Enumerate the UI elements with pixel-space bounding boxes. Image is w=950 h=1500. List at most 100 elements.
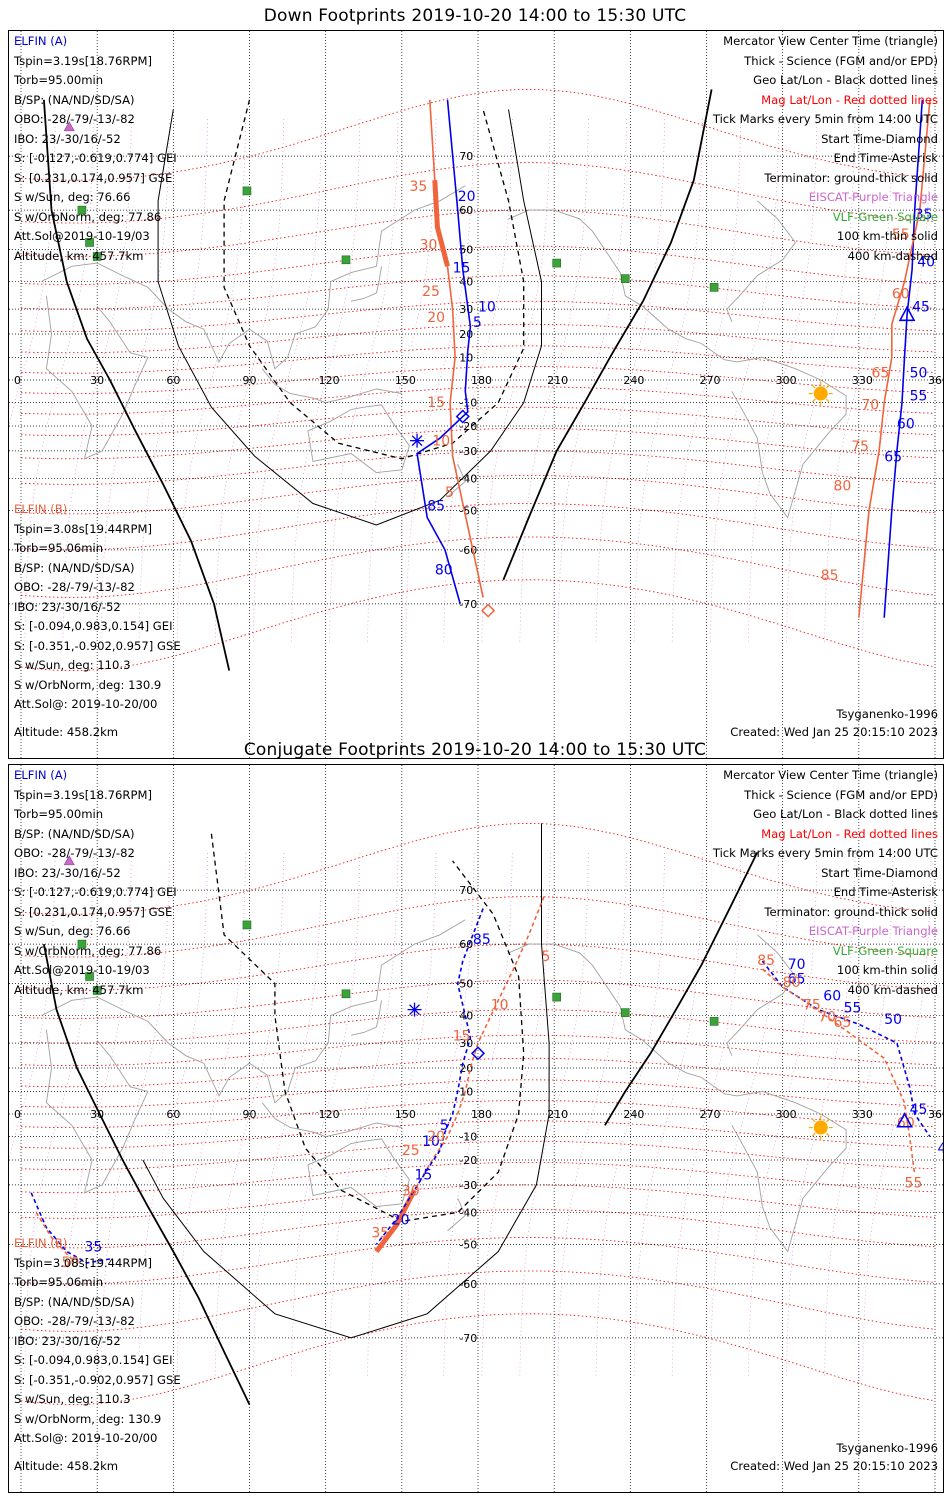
elfin-b-track [429, 99, 484, 598]
elfin-a-line: S: [-0.127,-0.619,0.774] GEI [14, 885, 177, 899]
elfin-b-line: B/SP: (NA/ND/SD/SA) [14, 1294, 135, 1309]
lat-tick-label: -30 [459, 445, 477, 458]
lat-tick-label: 10 [459, 351, 473, 364]
vlf-station-marker [92, 252, 102, 261]
lon-tick-label: 120 [319, 374, 340, 387]
elfin-b-tick-label: 25 [422, 284, 440, 300]
elfin-a-tick-label: 15 [453, 261, 471, 277]
coastline [508, 943, 738, 1097]
elfin-b-tick-label: 5 [541, 949, 550, 965]
elfin-a-tick-label: 85 [473, 932, 491, 948]
mag-longitude-line [405, 852, 475, 1376]
lon-tick-label: 270 [700, 374, 721, 387]
mag-latitude-line [20, 406, 936, 437]
lon-tick-label: 90 [243, 374, 257, 387]
terminator-ground [604, 852, 759, 1126]
elfin-a-line: Altitude, km: 457.7km [14, 248, 144, 263]
coastline [41, 185, 466, 370]
mag-latitude-line [20, 366, 936, 394]
lat-tick-label: -50 [459, 504, 477, 517]
legend-item: VLF-Green Square [832, 943, 938, 958]
lon-tick-label: 0 [14, 1108, 21, 1121]
legend-item: VLF-Green Square [832, 209, 938, 224]
elfin-a-tick-label: 50 [910, 366, 928, 382]
sun-ray [825, 398, 830, 403]
mag-latitude-line [20, 1140, 936, 1171]
legend-item: Geo Lat/Lon - Black dotted lines [753, 807, 938, 821]
elfin-b-line: Att.Sol@: 2019-10-20/00 [14, 1431, 158, 1445]
elfin-a-tick-label: 5 [440, 1118, 449, 1134]
terminator-400km [223, 99, 525, 460]
elfin-b-track [375, 896, 545, 1252]
sun-ray [811, 398, 816, 403]
vlf-station-marker [242, 186, 252, 196]
vlf-station-marker [341, 255, 351, 265]
elfin-a-info-down: ELFIN (A) Tspin=3.19s[18.76RPM] Torb=95.… [14, 32, 177, 266]
mag-longitude-line [633, 118, 704, 642]
elfin-b-tick-label: 80 [833, 479, 851, 495]
elfin-a-line: S: [-0.127,-0.619,0.774] GEI [14, 151, 177, 165]
lon-tick-label: 240 [623, 374, 644, 387]
lat-tick-label: -70 [459, 598, 477, 611]
elfin-b-line: IBO: 23/-30/16/-52 [14, 1333, 121, 1348]
elfin-a-line: B/SP: (NA/ND/SD/SA) [14, 92, 135, 107]
elfin-b-tick-label: 70 [861, 398, 879, 414]
elfin-b-track [761, 968, 916, 1175]
elfin-b-header: ELFIN (B) [14, 1236, 68, 1250]
map-panel-conjugate: 0 30 60 90 120 150 180 210 240 270 300 330 360 70 60 50… [8, 764, 944, 1493]
elfin-b-tick-label: 35 [409, 179, 427, 195]
vlf-station-marker [341, 989, 351, 999]
mag-latitude-line [20, 943, 936, 991]
mag-longitude-line [633, 852, 704, 1376]
mag-latitude-line [20, 209, 936, 257]
coastline [261, 1102, 402, 1138]
map-panel-down: 0 30 60 90 120 150 180 210 240 270 300 330 360 70 60 50… [8, 30, 944, 759]
terminator-ground [43, 943, 251, 1405]
lat-tick-label: 30 [459, 303, 473, 316]
legend-item: Thick - Science (FGM and/or EPD) [744, 53, 938, 68]
terminator-400km [210, 833, 525, 1223]
elfin-b-line: Torb=95.06min [14, 541, 104, 555]
coastline [45, 1029, 149, 1194]
sun-ray [811, 1132, 816, 1137]
lat-tick-label: -20 [459, 1154, 477, 1167]
mag-longitude-line [405, 118, 475, 642]
center-time-triangle [896, 1112, 913, 1128]
lon-tick-label: 300 [776, 374, 797, 387]
lon-tick-label: 150 [395, 374, 416, 387]
elfin-a-line: Torb=95.00min [14, 73, 104, 87]
elfin-b-line: S: [-0.351,-0.902,0.957] GSE [14, 1372, 181, 1387]
elfin-a-info-conjugate: ELFIN (A) Tspin=3.19s[18.76RPM] Torb=95.… [14, 766, 177, 1000]
lat-tick-label: 10 [459, 1085, 473, 1098]
legend-item: 100 km-thin solid [836, 229, 938, 243]
sun-icon [813, 1120, 828, 1135]
lon-tick-label: 210 [547, 374, 568, 387]
elfin-b-science-segment [374, 1188, 417, 1254]
lon-tick-label: 180 [471, 374, 492, 387]
legend-item: 400 km-dashed [847, 982, 938, 997]
elfin-b-line: Tspin=3.08s[19.44RPM] [14, 1255, 152, 1270]
elfin-b-tick-label: 55 [892, 227, 910, 243]
legend-item: Mercator View Center Time (triangle) [723, 768, 938, 782]
lat-tick-label: 70 [459, 884, 473, 897]
vlf-station-marker [552, 258, 562, 268]
elfin-b-tick-label: 65 [872, 366, 890, 382]
legend-item: Start Time-Diamond [821, 865, 938, 880]
lon-tick-label: 0 [14, 374, 21, 387]
coastline [726, 934, 796, 1056]
elfin-b-header: ELFIN (B) [14, 502, 68, 516]
panel-title-conjugate: Conjugate Footprints 2019-10-20 14:00 to… [243, 740, 707, 760]
elfin-b-tick-label: 20 [427, 310, 445, 326]
elfin-a-tick-label: 85 [427, 498, 445, 514]
elfin-b-tick-label: 80 [783, 975, 801, 991]
lat-tick-label: 20 [459, 328, 473, 341]
elfin-b-line: S: [-0.094,0.983,0.154] GEI [14, 619, 173, 633]
mag-longitude-line [176, 852, 247, 1376]
legend-item: EISCAT-Purple Triangle [808, 924, 938, 938]
elfin-a-tick-label: 35 [915, 207, 933, 223]
coastline [351, 266, 382, 302]
elfin-b-tick-label: 15 [453, 1029, 471, 1045]
elfin-a-header: ELFIN (A) [14, 768, 68, 782]
elfin-a-tick-label: 10 [478, 300, 496, 316]
elfin-a-line: Torb=95.00min [14, 807, 104, 821]
